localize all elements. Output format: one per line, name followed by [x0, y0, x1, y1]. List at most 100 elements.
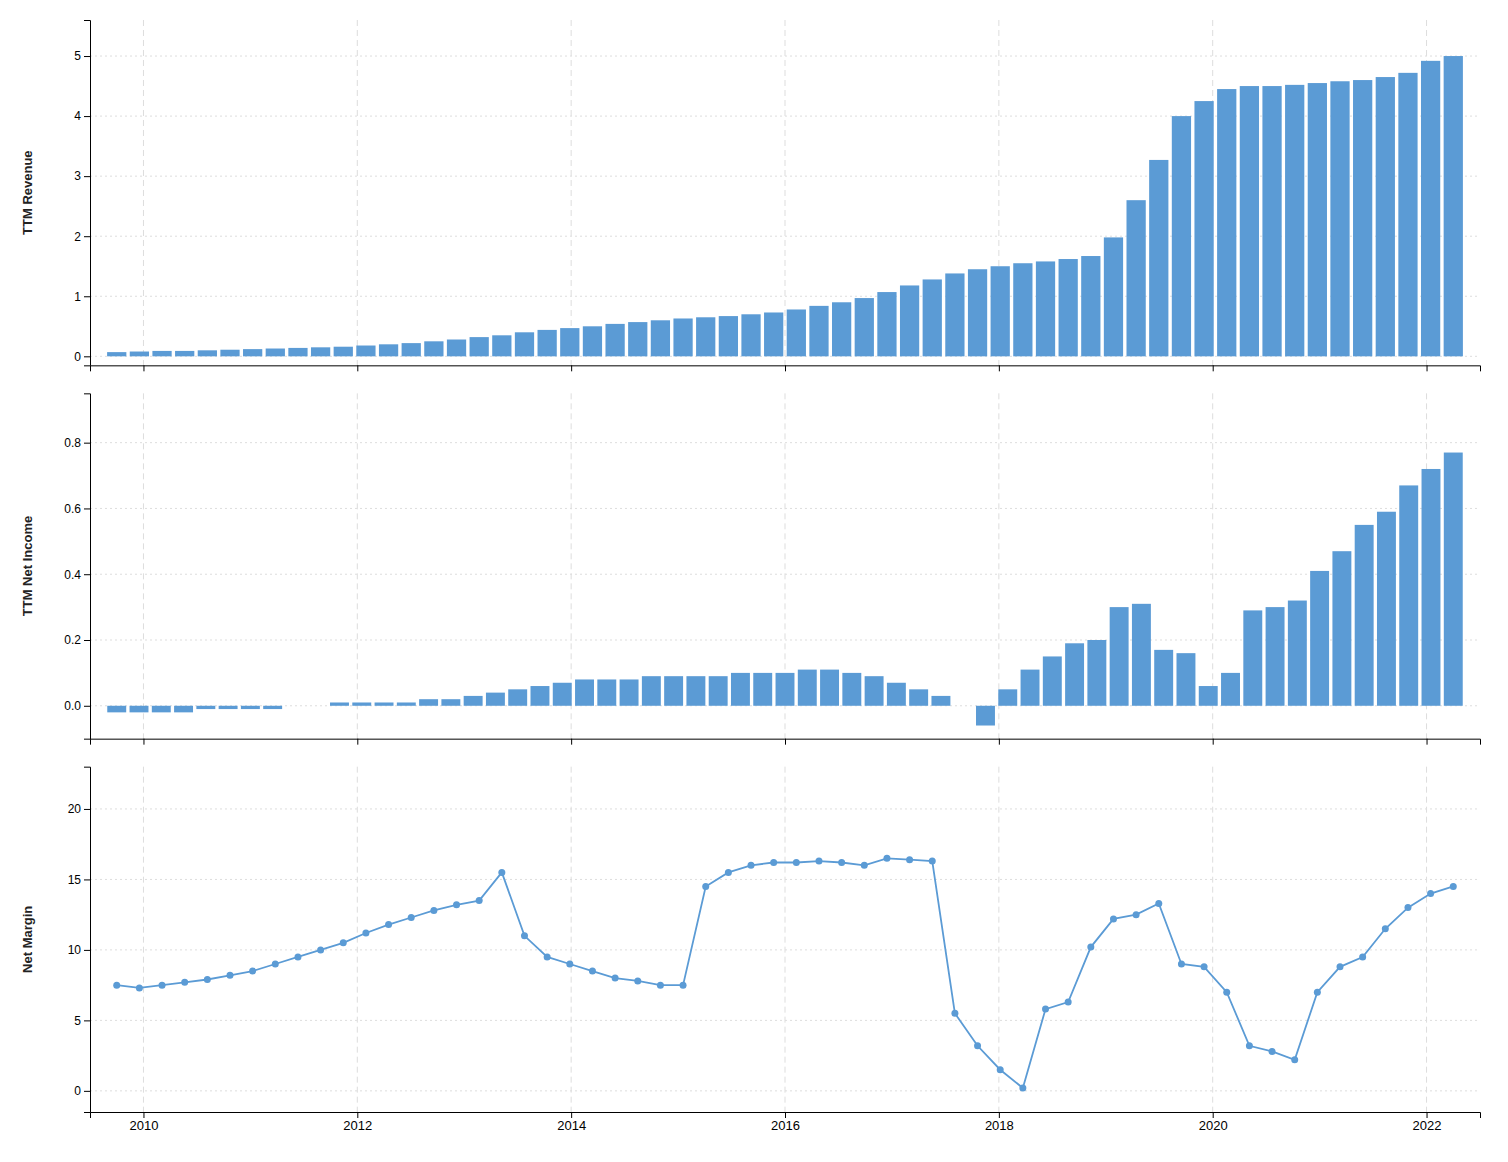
bar — [628, 322, 647, 356]
bar — [597, 679, 616, 705]
y-tick-mark — [84, 1020, 90, 1021]
bar — [1332, 551, 1351, 706]
x-tick: 2022 — [1413, 1112, 1442, 1133]
grid-line-x — [998, 393, 999, 738]
bar — [945, 273, 964, 356]
bar — [308, 705, 327, 706]
grid — [90, 393, 1480, 738]
grid-line-x — [1212, 767, 1213, 1112]
grid-line-x — [143, 393, 144, 738]
x-tick-mark — [785, 1112, 786, 1118]
point — [249, 968, 256, 975]
point — [385, 921, 392, 928]
y-tick: 5 — [74, 1014, 90, 1028]
grid-line-x — [357, 393, 358, 738]
bar — [152, 706, 171, 713]
bar — [1422, 469, 1441, 706]
bar — [515, 332, 534, 356]
bar — [1399, 485, 1418, 705]
point — [1201, 963, 1208, 970]
point — [1291, 1056, 1298, 1063]
x-tick-mark — [1213, 365, 1214, 371]
point — [1314, 989, 1321, 996]
grid-line-x — [571, 767, 572, 1112]
bar — [832, 302, 851, 356]
x-tick — [143, 739, 144, 745]
y-tick: 10 — [68, 943, 90, 957]
x-tick — [1213, 739, 1214, 745]
bar — [887, 683, 906, 706]
y-axis: 012345 — [74, 21, 90, 366]
x-axis — [91, 739, 1481, 745]
bar — [174, 706, 193, 713]
y-axis-line — [84, 394, 91, 739]
bar — [175, 351, 194, 356]
panel: 012345TTM Revenue — [20, 20, 1481, 371]
bar — [968, 269, 987, 356]
x-tick-label: 2022 — [1413, 1118, 1442, 1133]
bar — [1110, 607, 1129, 706]
x-tick-mark — [999, 1112, 1000, 1118]
grid-line-x — [571, 20, 572, 365]
point — [861, 862, 868, 869]
bar — [1243, 610, 1262, 705]
marks — [113, 855, 1457, 1092]
x-tick-mark — [785, 739, 786, 745]
grid-line-x — [785, 767, 786, 1112]
bar — [900, 285, 919, 356]
bar — [865, 676, 884, 706]
bar — [1266, 607, 1285, 706]
x-tick-label: 2016 — [771, 1118, 800, 1133]
point — [883, 855, 890, 862]
bar — [877, 292, 896, 356]
point — [204, 976, 211, 983]
x-tick: 2014 — [557, 1112, 586, 1133]
bar — [1013, 263, 1032, 356]
point — [181, 979, 188, 986]
x-tick-mark — [143, 739, 144, 745]
x-tick: 2020 — [1199, 1112, 1228, 1133]
bar — [855, 298, 874, 356]
bar — [1217, 89, 1236, 356]
y-tick-label: 20 — [68, 802, 82, 816]
grid-line-x — [785, 20, 786, 365]
point — [838, 859, 845, 866]
bar — [620, 679, 639, 705]
point — [657, 982, 664, 989]
bar — [243, 349, 262, 356]
bar — [1355, 525, 1374, 706]
point — [544, 953, 551, 960]
bar — [1132, 604, 1151, 706]
bar — [263, 706, 282, 709]
y-tick-mark — [84, 640, 90, 641]
x-tick-mark — [357, 739, 358, 745]
y-tick-mark — [84, 116, 90, 117]
grid-line-x — [998, 767, 999, 1112]
y-tick-mark — [84, 356, 90, 357]
x-axis: 2010201220142016201820202022 — [91, 1112, 1481, 1133]
y-tick: 0 — [74, 1084, 90, 1098]
bar — [1285, 85, 1304, 356]
point — [1450, 883, 1457, 890]
bar — [288, 348, 307, 356]
y-tick-label: 3 — [74, 169, 81, 183]
bar — [583, 326, 602, 356]
y-tick-label: 2 — [74, 230, 81, 244]
panel: 051015202010201220142016201820202022Net … — [20, 767, 1481, 1134]
x-tick-mark — [1213, 739, 1214, 745]
x-tick-mark — [571, 365, 572, 371]
y-tick: 0.6 — [64, 502, 90, 516]
x-tick-mark — [999, 365, 1000, 371]
x-tick-mark — [1213, 1112, 1214, 1118]
marks — [107, 56, 1463, 356]
point — [498, 869, 505, 876]
point — [1133, 911, 1140, 918]
point — [906, 856, 913, 863]
y-axis-line — [84, 767, 91, 1112]
x-tick-label: 2014 — [557, 1118, 586, 1133]
bar — [651, 320, 670, 356]
bar — [1154, 650, 1173, 706]
x-tick-mark — [1427, 365, 1428, 371]
bar — [1377, 512, 1396, 706]
y-tick-label: 0.8 — [64, 436, 81, 450]
